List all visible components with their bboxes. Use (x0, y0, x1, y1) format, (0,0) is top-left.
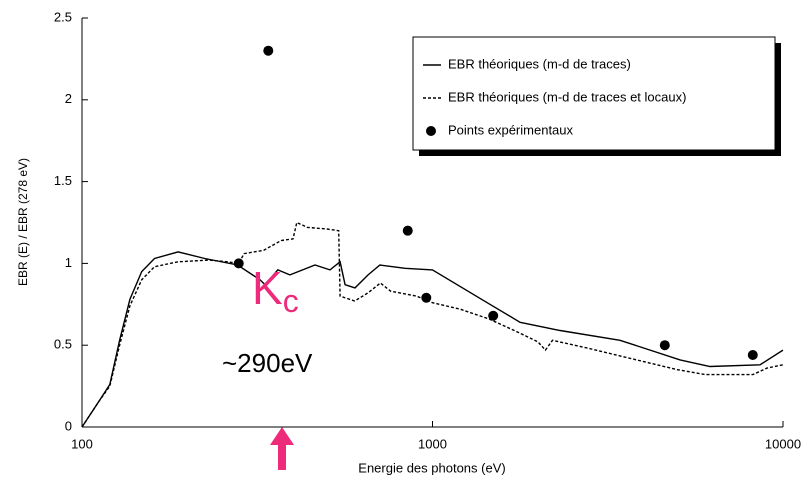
legend-label: EBR théoriques (m-d de traces et locaux) (448, 89, 686, 104)
data-line (81, 221, 784, 428)
data-point (488, 310, 499, 321)
data-line (81, 251, 784, 428)
x-axis-label: Energie des photons (eV) (358, 460, 505, 475)
data-point (402, 225, 413, 236)
data-point (747, 350, 758, 361)
y-tick-label: 1 (65, 255, 72, 270)
y-tick-label: 0 (65, 418, 72, 433)
y-tick-label: 1.5 (54, 173, 72, 188)
annotation: Kc (252, 262, 299, 319)
data-point (659, 340, 670, 351)
data-point (233, 258, 244, 269)
annotation-text: K (252, 262, 283, 314)
annotation-subscript: c (283, 283, 299, 319)
x-tick-label: 1000 (418, 436, 447, 451)
y-axis-label: EBR (E) / EBR (278 eV) (16, 158, 30, 286)
x-tick-label: 100 (71, 436, 93, 451)
y-tick-label: 2.5 (54, 9, 72, 24)
legend-box (412, 36, 776, 151)
arrow (270, 427, 294, 470)
annotation: ~290eV (222, 348, 313, 378)
y-tick-label: 2 (65, 91, 72, 106)
y-tick-label: 0.5 (54, 337, 72, 352)
data-point (263, 45, 274, 56)
legend-marker (426, 126, 436, 136)
legend-label: EBR théoriques (m-d de traces) (448, 56, 631, 71)
legend-label: Points expérimentaux (448, 122, 574, 137)
data-point (421, 292, 432, 303)
x-tick-label: 10000 (765, 436, 801, 451)
